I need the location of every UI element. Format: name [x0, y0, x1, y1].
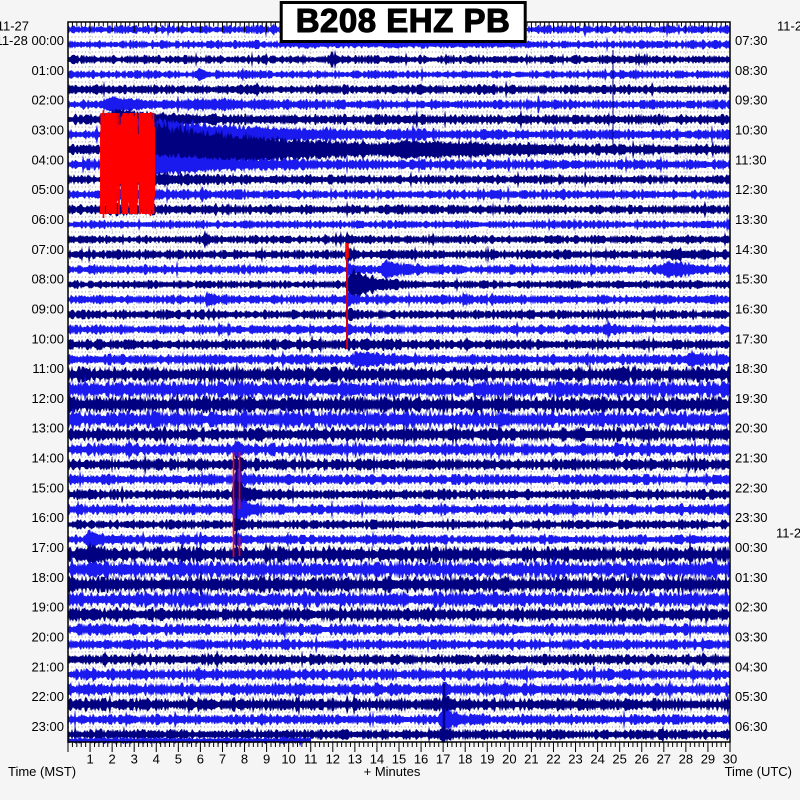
tick-label: 05:30 — [735, 689, 768, 704]
tick-label: 07:00 — [31, 242, 64, 257]
tick-label: 08:00 — [31, 272, 64, 287]
tick-label: 11:00 — [32, 361, 64, 376]
tick-label: 29 — [701, 752, 715, 767]
tick-label: 21:00 — [31, 659, 64, 674]
tick-label: 20 — [502, 752, 516, 767]
tick-label: 16 — [414, 752, 428, 767]
tick-label: 14:30 — [735, 242, 768, 257]
caption-time-mst: Time (MST) — [8, 764, 76, 779]
station-title-text: B208 EHZ PB — [295, 2, 511, 39]
tick-label: 4 — [153, 752, 160, 767]
caption-plus-minutes: + Minutes — [364, 764, 421, 779]
tick-label: 19:30 — [735, 391, 768, 406]
tick-label: 12:00 — [31, 391, 64, 406]
tick-label: 09:00 — [31, 301, 64, 316]
tick-label: 21 — [524, 752, 538, 767]
tick-label: 09:30 — [735, 93, 768, 108]
tick-label: 17:00 — [31, 540, 64, 555]
tick-label: 23:30 — [735, 510, 768, 525]
tick-label: 15 — [392, 752, 406, 767]
date-label-top-left: 11-27 — [0, 19, 29, 34]
tick-label: 13:30 — [735, 212, 768, 227]
tick-label: 28 — [679, 752, 693, 767]
tick-label: 16:00 — [31, 510, 64, 525]
tick-label: 11-28 00:00 — [0, 33, 64, 48]
tick-label: 17:30 — [735, 331, 768, 346]
tick-label: 06:00 — [31, 212, 64, 227]
tick-label: 19:00 — [31, 600, 64, 615]
tick-label: 20:00 — [31, 630, 64, 645]
tick-label: 10:00 — [31, 331, 64, 346]
tick-label: 11:30 — [735, 152, 767, 167]
tick-label: 6 — [197, 752, 204, 767]
tick-label: 10:30 — [735, 122, 768, 137]
tick-label: 01:00 — [31, 63, 64, 78]
tick-label: 03:30 — [735, 630, 768, 645]
tick-label: 18 — [458, 752, 472, 767]
tick-label: 03:00 — [31, 122, 64, 137]
tick-label: 12:30 — [735, 182, 768, 197]
tick-label: 11 — [304, 752, 318, 767]
tick-label: 21:30 — [735, 451, 768, 466]
tick-label: 7 — [219, 752, 226, 767]
tick-label: 13 — [348, 752, 362, 767]
tick-label: 14 — [370, 752, 384, 767]
tick-label: 07:30 — [735, 33, 768, 48]
tick-label: 02:30 — [735, 600, 768, 615]
tick-label: 04:00 — [31, 152, 64, 167]
tick-label: 30 — [723, 752, 737, 767]
tick-label: 20:30 — [735, 421, 768, 436]
tick-label: 25 — [612, 752, 626, 767]
axis-labels-layer: 11-27 11-28 11-29 Time (MST) + Minutes T… — [0, 19, 800, 780]
tick-label: 23:00 — [31, 719, 64, 734]
tick-label: 15:30 — [735, 272, 768, 287]
tick-label: 15:00 — [31, 480, 64, 495]
tick-label: 13:00 — [31, 421, 64, 436]
date-label-utc-rollover: 11-29 — [776, 526, 800, 541]
tick-label: 23 — [568, 752, 582, 767]
tick-label: 22 — [546, 752, 560, 767]
tick-label: 10 — [281, 752, 295, 767]
tick-label: 22:30 — [735, 480, 768, 495]
tick-label: 05:00 — [31, 182, 64, 197]
tick-label: 2 — [109, 752, 116, 767]
tick-label: 14:00 — [31, 451, 64, 466]
tick-label: 3 — [131, 752, 138, 767]
tick-label: 08:30 — [735, 63, 768, 78]
tick-label: 18:30 — [735, 361, 768, 376]
tick-label: 9 — [263, 752, 270, 767]
station-title: B208 EHZ PB — [279, 1, 527, 43]
caption-time-utc: Time (UTC) — [725, 764, 792, 779]
tick-label: 06:30 — [735, 719, 768, 734]
tick-label: 01:30 — [735, 570, 768, 585]
tick-label: 26 — [634, 752, 648, 767]
tick-label: 02:00 — [31, 93, 64, 108]
tick-label: 16:30 — [735, 301, 768, 316]
date-label-top-right: 11-28 — [777, 19, 800, 34]
tick-label: 12 — [326, 752, 340, 767]
tick-label: 19 — [480, 752, 494, 767]
tick-label: 17 — [436, 752, 450, 767]
tick-label: 00:30 — [735, 540, 768, 555]
tick-label: 8 — [241, 752, 248, 767]
tick-label: 22:00 — [31, 689, 64, 704]
tick-label: 27 — [657, 752, 671, 767]
tick-label: 24 — [590, 752, 604, 767]
tick-label: 1 — [86, 752, 93, 767]
tick-label: 5 — [175, 752, 182, 767]
tick-label: 04:30 — [735, 659, 768, 674]
tick-label: 18:00 — [31, 570, 64, 585]
